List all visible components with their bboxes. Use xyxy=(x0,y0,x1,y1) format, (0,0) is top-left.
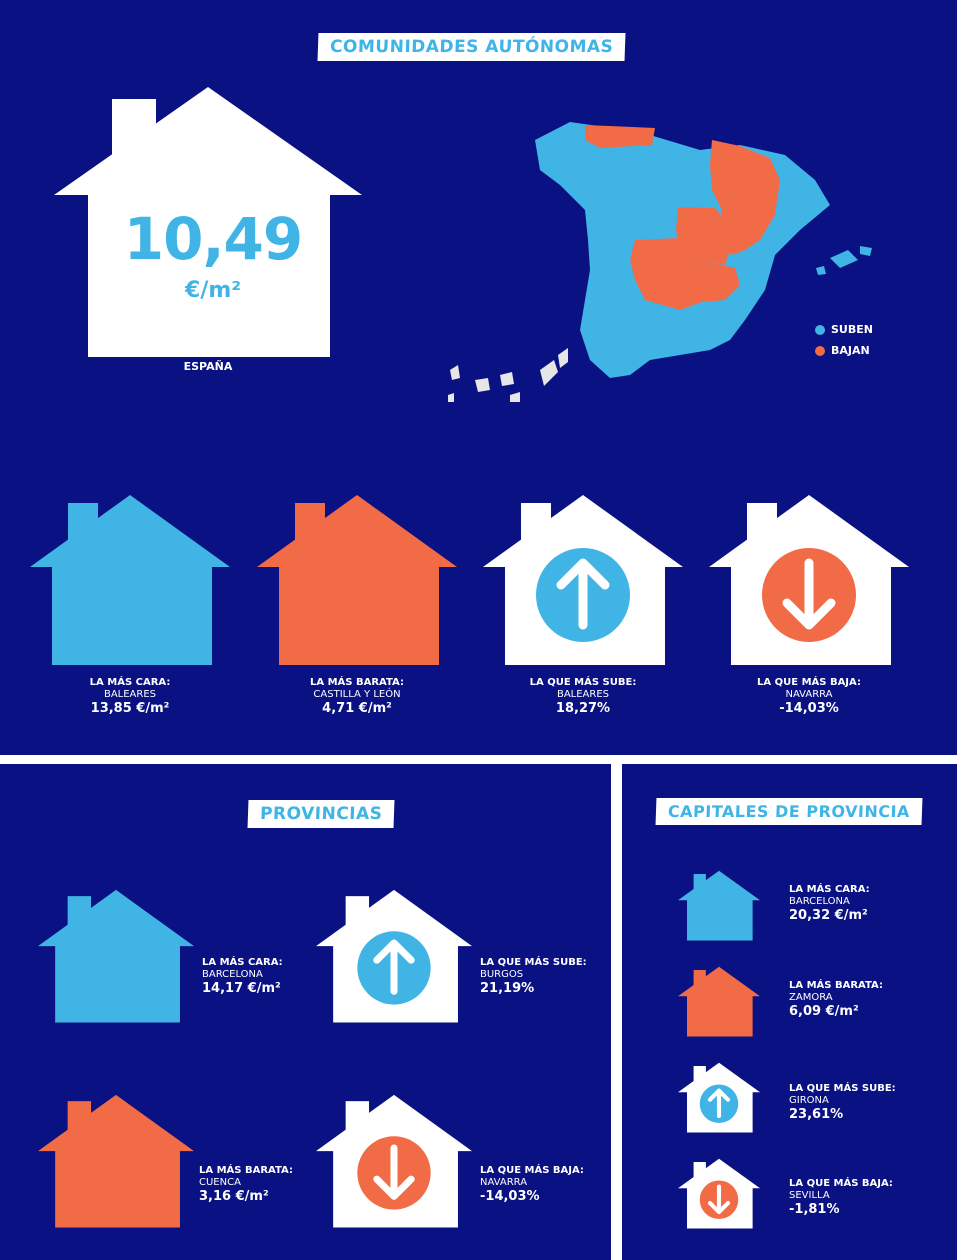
card-name: BARCELONA xyxy=(202,968,263,980)
house-blue-icon xyxy=(38,889,194,1023)
card-title: LA MÁS CARA: xyxy=(89,677,171,688)
spain-map xyxy=(448,122,872,402)
legend-suben-label: SUBEN xyxy=(831,323,873,336)
prov-card-mas-sube: LA QUE MÁS SUBE: BURGOS 21,19% xyxy=(480,957,600,997)
card-name: ZAMORA xyxy=(789,991,833,1003)
card-value: -14,03% xyxy=(480,1189,540,1204)
capitales-panel: CAPITALES DE PROVINCIA LA MÁS CARA: BARC… xyxy=(622,764,957,1260)
card-value: 13,85 €/m² xyxy=(90,701,170,716)
house-orange-icon xyxy=(257,495,457,665)
card-value: 6,09 €/m² xyxy=(789,1004,859,1019)
cap-card-mas-sube: LA QUE MÁS SUBE: GIRONA 23,61% xyxy=(789,1083,949,1123)
house-blue-icon xyxy=(678,870,760,941)
house-orange-icon xyxy=(38,1094,194,1228)
prov-card-mas-barata: LA MÁS BARATA: CUENCA 3,16 €/m² xyxy=(199,1165,309,1205)
cap-card-mas-barata: LA MÁS BARATA: ZAMORA 6,09 €/m² xyxy=(789,980,949,1020)
arrow-down-house-icon xyxy=(678,1158,760,1229)
card-name: CASTILLA Y LEÓN xyxy=(313,688,401,700)
card-name: NAVARRA xyxy=(785,688,833,700)
card-value: 21,19% xyxy=(480,981,535,996)
comunidades-title: COMUNIDADES AUTÓNOMAS xyxy=(317,33,626,61)
card-value: -1,81% xyxy=(789,1202,840,1217)
arrow-down-house-icon xyxy=(316,1094,472,1228)
card-name: GIRONA xyxy=(789,1094,829,1106)
spain-house-icon xyxy=(54,87,362,357)
prov-card-mas-cara: LA MÁS CARA: BARCELONA 14,17 €/m² xyxy=(202,957,312,997)
arrow-up-house-icon xyxy=(483,495,683,665)
card-title: LA MÁS BARATA: xyxy=(199,1165,293,1176)
card-title: LA QUE MÁS SUBE: xyxy=(789,1083,896,1094)
arrow-down-house-icon xyxy=(709,495,909,665)
card-title: LA QUE MÁS SUBE: xyxy=(480,957,587,968)
card-title: LA MÁS CARA: xyxy=(202,957,283,968)
card-name: CUENCA xyxy=(199,1176,241,1188)
cap-card-mas-baja: LA QUE MÁS BAJA: SEVILLA -1,81% xyxy=(789,1178,949,1218)
legend-suben: SUBEN xyxy=(815,323,873,336)
card-name: NAVARRA xyxy=(480,1176,528,1188)
arrow-up-house-icon xyxy=(678,1062,760,1133)
arrow-up-house-icon xyxy=(316,889,472,1023)
card-mas-barata: LA MÁS BARATA: CASTILLA Y LEÓN 4,71 €/m² xyxy=(277,677,437,717)
spain-unit: €/m² xyxy=(185,278,241,303)
card-value: 4,71 €/m² xyxy=(322,701,392,716)
prov-card-mas-baja: LA QUE MÁS BAJA: NAVARRA -14,03% xyxy=(480,1165,600,1205)
card-title: LA MÁS BARATA: xyxy=(310,677,404,688)
card-title: LA QUE MÁS SUBE: xyxy=(529,677,637,688)
provincias-title: PROVINCIAS xyxy=(247,800,395,828)
house-blue-icon xyxy=(30,495,230,665)
card-title: LA QUE MÁS BAJA: xyxy=(789,1178,893,1189)
spain-value: 10,49 xyxy=(123,205,303,273)
cap-card-mas-cara: LA MÁS CARA: BARCELONA 20,32 €/m² xyxy=(789,884,949,924)
capitales-title: CAPITALES DE PROVINCIA xyxy=(655,798,923,825)
card-mas-sube: LA QUE MÁS SUBE: BALEARES 18,27% xyxy=(503,677,663,717)
card-name: BALEARES xyxy=(103,688,157,700)
legend-bajan-label: BAJAN xyxy=(831,344,870,357)
card-value: 18,27% xyxy=(555,701,611,716)
card-value: -14,03% xyxy=(779,701,839,716)
card-value: 14,17 €/m² xyxy=(202,981,281,996)
card-value: 20,32 €/m² xyxy=(789,908,868,923)
card-name: BALEARES xyxy=(556,688,610,700)
legend-bajan-dot xyxy=(815,345,825,356)
card-name: BARCELONA xyxy=(789,895,850,907)
provincias-panel: PROVINCIAS LA MÁS CARA: BARCELONA 14,17 … xyxy=(0,764,611,1260)
card-title: LA MÁS BARATA: xyxy=(789,980,883,991)
card-mas-cara: LA MÁS CARA: BALEARES 13,85 €/m² xyxy=(50,677,210,717)
card-mas-baja: LA QUE MÁS BAJA: NAVARRA -14,03% xyxy=(729,677,889,717)
house-orange-icon xyxy=(678,966,760,1037)
card-title: LA MÁS CARA: xyxy=(789,884,870,895)
card-title: LA QUE MÁS BAJA: xyxy=(480,1165,584,1176)
card-title: LA QUE MÁS BAJA: xyxy=(757,677,861,688)
card-value: 23,61% xyxy=(789,1107,844,1122)
spain-label: ESPAÑA xyxy=(183,360,233,373)
legend-bajan: BAJAN xyxy=(815,344,870,357)
card-name: BURGOS xyxy=(480,968,524,980)
comunidades-panel: COMUNIDADES AUTÓNOMAS 10,49 €/m² ESPAÑA … xyxy=(0,0,957,755)
card-value: 3,16 €/m² xyxy=(199,1189,269,1204)
legend-suben-dot xyxy=(815,324,825,335)
card-name: SEVILLA xyxy=(789,1189,830,1201)
